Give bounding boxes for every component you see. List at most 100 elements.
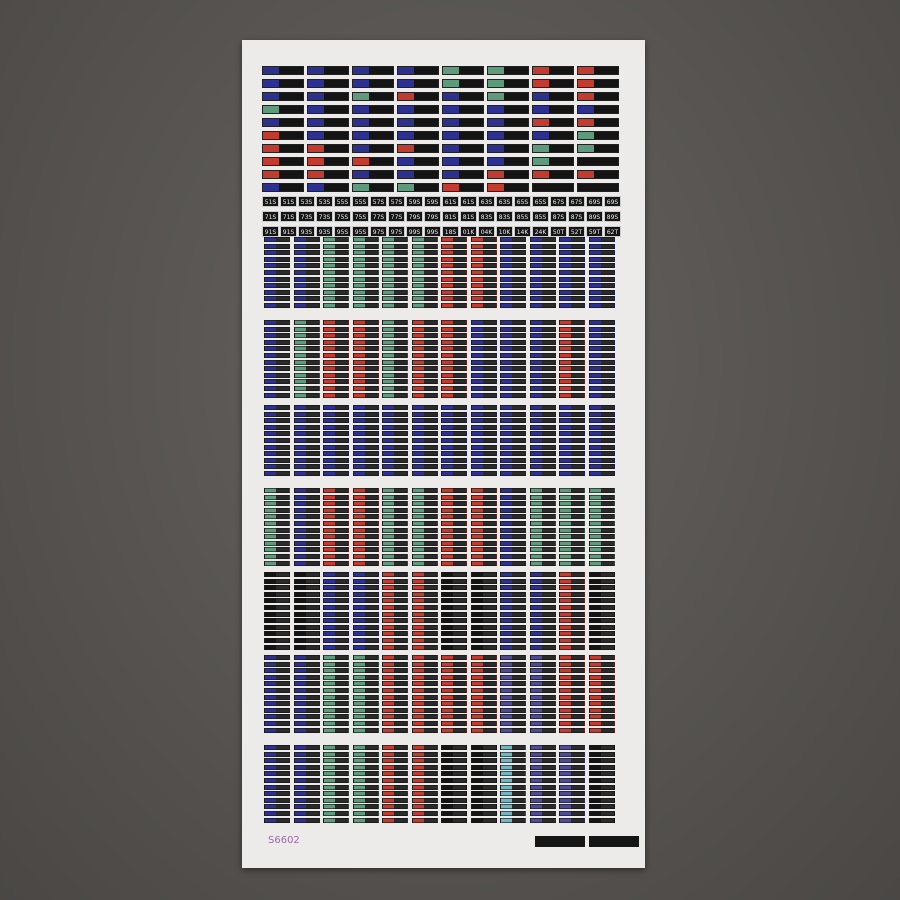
small-decal <box>500 243 526 249</box>
small-decal <box>293 655 320 660</box>
destination-text-block <box>279 132 303 139</box>
line-color-block <box>578 158 594 165</box>
small-decal <box>470 554 497 559</box>
small-decal <box>588 578 615 584</box>
small-decal <box>382 431 408 437</box>
small-decal <box>588 392 615 398</box>
small-decal <box>382 661 408 667</box>
train-number-decal: 62T <box>604 226 621 237</box>
small-decal <box>441 745 467 750</box>
destination-text-block <box>504 132 528 139</box>
destination-decal <box>307 157 349 166</box>
small-decal <box>264 320 290 325</box>
line-color-block <box>308 145 324 152</box>
small-decal <box>264 611 290 617</box>
small-decal <box>559 405 585 410</box>
small-decal <box>588 727 615 733</box>
destination-text-block <box>414 93 438 100</box>
small-decal <box>293 638 320 643</box>
small-decal <box>264 784 290 790</box>
destination-text-block <box>594 132 618 139</box>
small-decal <box>441 386 467 391</box>
small-decal <box>441 346 467 352</box>
small-decal <box>323 644 349 650</box>
small-decal <box>441 681 467 687</box>
small-decal <box>559 366 585 372</box>
small-decal <box>529 534 556 540</box>
train-number-decal: 73S <box>316 211 333 222</box>
small-decal <box>441 771 467 777</box>
small-decal <box>588 521 615 526</box>
destination-text-block <box>279 80 303 87</box>
small-decal <box>529 644 556 650</box>
small-decal <box>588 764 615 770</box>
small-decal <box>411 283 438 289</box>
small-decal <box>559 353 585 358</box>
small-decal <box>441 392 467 398</box>
small-decal <box>323 379 349 385</box>
small-decal <box>323 451 349 457</box>
small-decal <box>382 631 408 637</box>
small-decal <box>293 303 320 308</box>
small-decal <box>382 303 408 308</box>
small-decal <box>293 758 320 764</box>
small-decal <box>352 379 379 385</box>
small-decal <box>323 661 349 667</box>
line-color-block <box>353 93 369 100</box>
small-decal <box>293 804 320 810</box>
destination-decal <box>577 170 619 179</box>
small-decal <box>559 694 585 700</box>
line-color-block <box>488 171 504 178</box>
train-number-decal: 89S <box>604 211 621 222</box>
small-decal <box>382 256 408 262</box>
decal-sheet: 51S 51S 53S 53S 55S 55S 57S 57S 59S 59S 61S 61S 63S 6… <box>242 40 645 868</box>
destination-text-block <box>459 106 483 113</box>
product-code: S6602 <box>268 835 300 846</box>
small-decal <box>264 638 290 643</box>
small-decal <box>529 326 556 332</box>
small-decal <box>559 494 585 500</box>
small-decal <box>323 694 349 700</box>
small-decal <box>352 451 379 457</box>
small-decal <box>470 527 497 533</box>
small-decal <box>411 359 438 365</box>
small-decal <box>529 661 556 667</box>
small-decal <box>470 276 497 282</box>
small-decal <box>588 303 615 308</box>
small-decal <box>588 405 615 410</box>
small-decal <box>382 751 408 757</box>
small-decal <box>588 464 615 470</box>
small-decal <box>588 598 615 604</box>
small-decal <box>500 283 526 289</box>
destination-text-block <box>369 158 393 165</box>
small-decal <box>293 326 320 332</box>
small-decal <box>352 464 379 470</box>
small-decal <box>382 655 408 660</box>
destination-text-block <box>459 158 483 165</box>
destination-decal <box>532 144 574 153</box>
destination-text-block <box>369 119 393 126</box>
small-decal <box>352 745 379 750</box>
line-color-block <box>443 132 459 139</box>
small-decal <box>470 451 497 457</box>
small-decal <box>293 668 320 674</box>
train-number-decal: 55S <box>352 196 369 207</box>
small-decal <box>411 431 438 437</box>
small-decal <box>529 457 556 463</box>
small-decal <box>293 488 320 493</box>
line-color-block <box>533 132 549 139</box>
small-decal <box>529 303 556 308</box>
small-decal <box>588 591 615 597</box>
small-decal <box>382 507 408 513</box>
small-decal <box>411 688 438 693</box>
small-decal <box>382 444 408 450</box>
small-decal <box>529 611 556 617</box>
small-decal <box>559 668 585 674</box>
destination-decal <box>262 144 304 153</box>
line-color-block <box>263 80 279 87</box>
small-decal <box>529 547 556 553</box>
train-number-decal: 59S <box>406 196 423 207</box>
small-decal <box>382 405 408 410</box>
destination-text-block <box>414 171 438 178</box>
destination-text-block <box>369 171 393 178</box>
